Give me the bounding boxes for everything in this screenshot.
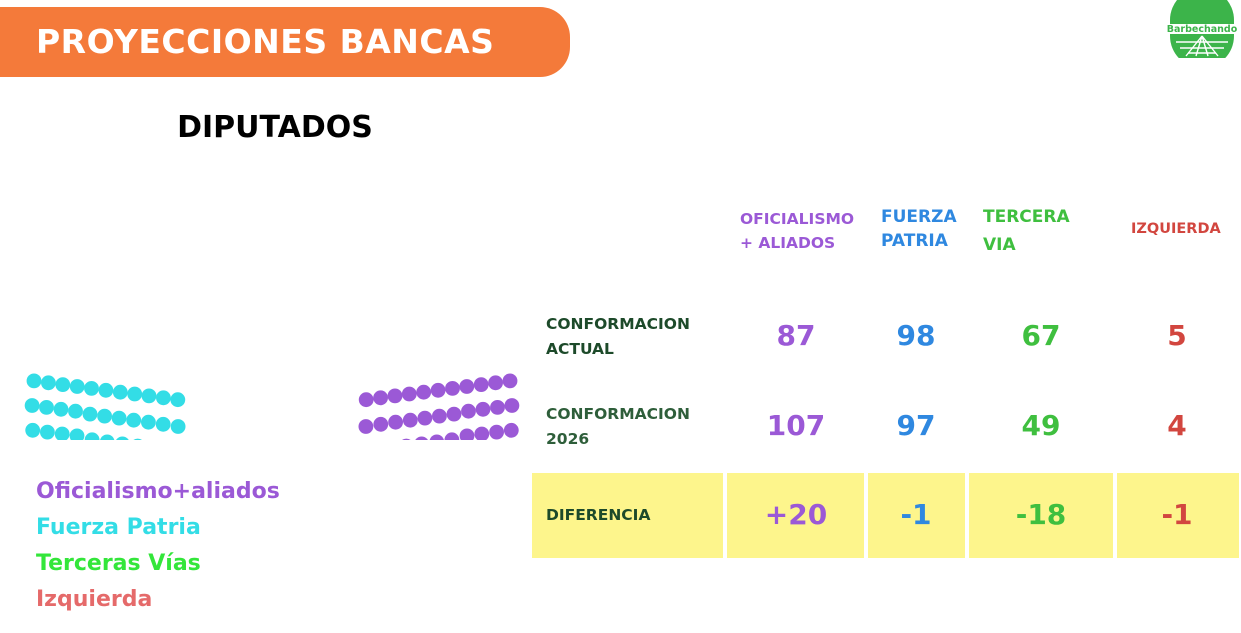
seat-oficialismo-aliados [401, 386, 417, 402]
row-label-2026: CONFORMACION 2026 [546, 405, 690, 448]
seat-fuerza-patria [111, 410, 127, 426]
cell-diff-oficialismo: +20 [764, 498, 828, 531]
seat-oficialismo-aliados [387, 388, 403, 404]
seat-oficialismo-aliados [373, 390, 388, 406]
seat-fuerza-patria [156, 390, 171, 406]
seat-oficialismo-aliados [417, 410, 433, 426]
cell-2026-oficialismo: 107 [766, 409, 826, 442]
cell-actual-tercera-via: 67 [1021, 319, 1061, 352]
cell-diff-izquierda: -1 [1161, 498, 1193, 531]
cell-2026-izquierda: 4 [1167, 409, 1187, 442]
legend-item-fuerza-patria: Fuerza Patria [36, 515, 201, 540]
seat-oficialismo-aliados [373, 416, 389, 432]
cell-diff-tercera-via: -18 [1015, 498, 1067, 531]
col-header-oficialismo: OFICIALISMO + ALIADOS [740, 210, 855, 252]
seat-fuerza-patria [26, 373, 42, 389]
seat-fuerza-patria [53, 401, 69, 417]
row-label-diferencia: DIFERENCIA [546, 506, 651, 524]
seat-fuerza-patria [39, 400, 54, 415]
seat-fuerza-patria [141, 414, 156, 430]
seat-fuerza-patria [55, 377, 71, 392]
seat-fuerza-patria [170, 392, 186, 408]
seat-fuerza-patria [69, 428, 85, 440]
cell-actual-fuerza-patria: 98 [896, 319, 936, 352]
col-header-tercera-via: TERCERA VIA [983, 207, 1070, 255]
seat-oficialismo-aliados [444, 432, 460, 440]
diff-cell-bg [868, 473, 965, 558]
seat-fuerza-patria [116, 436, 129, 440]
seat-fuerza-patria [84, 432, 100, 440]
legend-item-oficialismo: Oficialismo+aliados [36, 479, 280, 504]
col-header-fuerza-patria: FUERZA PATRIA [881, 207, 957, 251]
seat-fuerza-patria [41, 375, 56, 391]
seat-fuerza-patria [54, 426, 70, 440]
seat-fuerza-patria [68, 403, 83, 419]
col-header-izquierda: IZQUIERDA [1131, 221, 1221, 237]
seat-fuerza-patria [82, 406, 98, 422]
seat-oficialismo-aliados [358, 392, 374, 408]
seat-fuerza-patria [69, 379, 85, 394]
cell-2026-fuerza-patria: 97 [896, 409, 936, 442]
seat-oficialismo-aliados [474, 426, 490, 440]
seat-fuerza-patria [84, 381, 99, 396]
cell-actual-izquierda: 5 [1167, 319, 1187, 352]
seat-oficialismo-aliados [430, 382, 446, 398]
seat-fuerza-patria [24, 398, 40, 413]
seat-fuerza-patria [100, 434, 115, 440]
seat-oficialismo-aliados [473, 377, 489, 392]
chamber-title: DIPUTADOS [177, 110, 373, 145]
seat-oficialismo-aliados [504, 398, 520, 413]
seat-fuerza-patria [141, 388, 157, 404]
seat-oficialismo-aliados [503, 422, 519, 438]
seat-oficialismo-aliados [432, 408, 447, 424]
page-title: PROYECCIONES BANCAS [36, 22, 495, 61]
seat-fuerza-patria [133, 438, 143, 440]
diff-row-bg [532, 473, 723, 558]
seat-fuerza-patria [25, 422, 41, 438]
legend: Oficialismo+aliados Fuerza Patria Tercer… [36, 476, 280, 620]
diff-cell-bg [727, 473, 864, 558]
seat-oficialismo-aliados [475, 401, 491, 417]
diff-cell-bg [969, 473, 1113, 558]
seat-fuerza-patria [98, 382, 114, 398]
cell-2026-tercera-via: 49 [1021, 409, 1061, 442]
row-label-actual: CONFORMACION ACTUAL [546, 315, 690, 358]
seat-oficialismo-aliados [445, 381, 460, 396]
seat-fuerza-patria [97, 408, 112, 424]
seat-oficialismo-aliados [502, 373, 518, 389]
seat-fuerza-patria [155, 416, 171, 432]
title-banner: PROYECCIONES BANCAS [0, 7, 570, 77]
hemicycle-chart [24, 373, 520, 440]
seat-oficialismo-aliados [490, 400, 505, 415]
logo: Barbechando [1167, 0, 1238, 58]
seat-fuerza-patria [40, 424, 55, 440]
cell-diff-fuerza-patria: -1 [900, 498, 932, 531]
seat-oficialismo-aliados [415, 436, 428, 440]
seat-oficialismo-aliados [488, 375, 503, 391]
seat-fuerza-patria [170, 419, 186, 434]
seat-oficialismo-aliados [429, 434, 444, 440]
seat-oficialismo-aliados [358, 419, 374, 434]
seat-oficialismo-aliados [459, 428, 475, 440]
seat-oficialismo-aliados [489, 424, 504, 440]
seat-oficialismo-aliados [402, 412, 418, 428]
legend-item-izquierda: Izquierda [36, 587, 153, 612]
seat-fuerza-patria [127, 386, 143, 402]
seat-oficialismo-aliados [459, 379, 475, 394]
seat-oficialismo-aliados [461, 403, 476, 419]
seat-oficialismo-aliados [446, 406, 462, 422]
seat-fuerza-patria [126, 412, 142, 428]
logo-text: Barbechando [1167, 24, 1238, 35]
legend-item-terceras-vias: Terceras Vías [36, 551, 201, 576]
seat-fuerza-patria [112, 384, 128, 400]
seat-oficialismo-aliados [388, 414, 403, 430]
cell-actual-oficialismo: 87 [776, 319, 816, 352]
seat-oficialismo-aliados [416, 384, 432, 400]
diff-cell-bg [1117, 473, 1239, 558]
seat-oficialismo-aliados [401, 438, 411, 440]
